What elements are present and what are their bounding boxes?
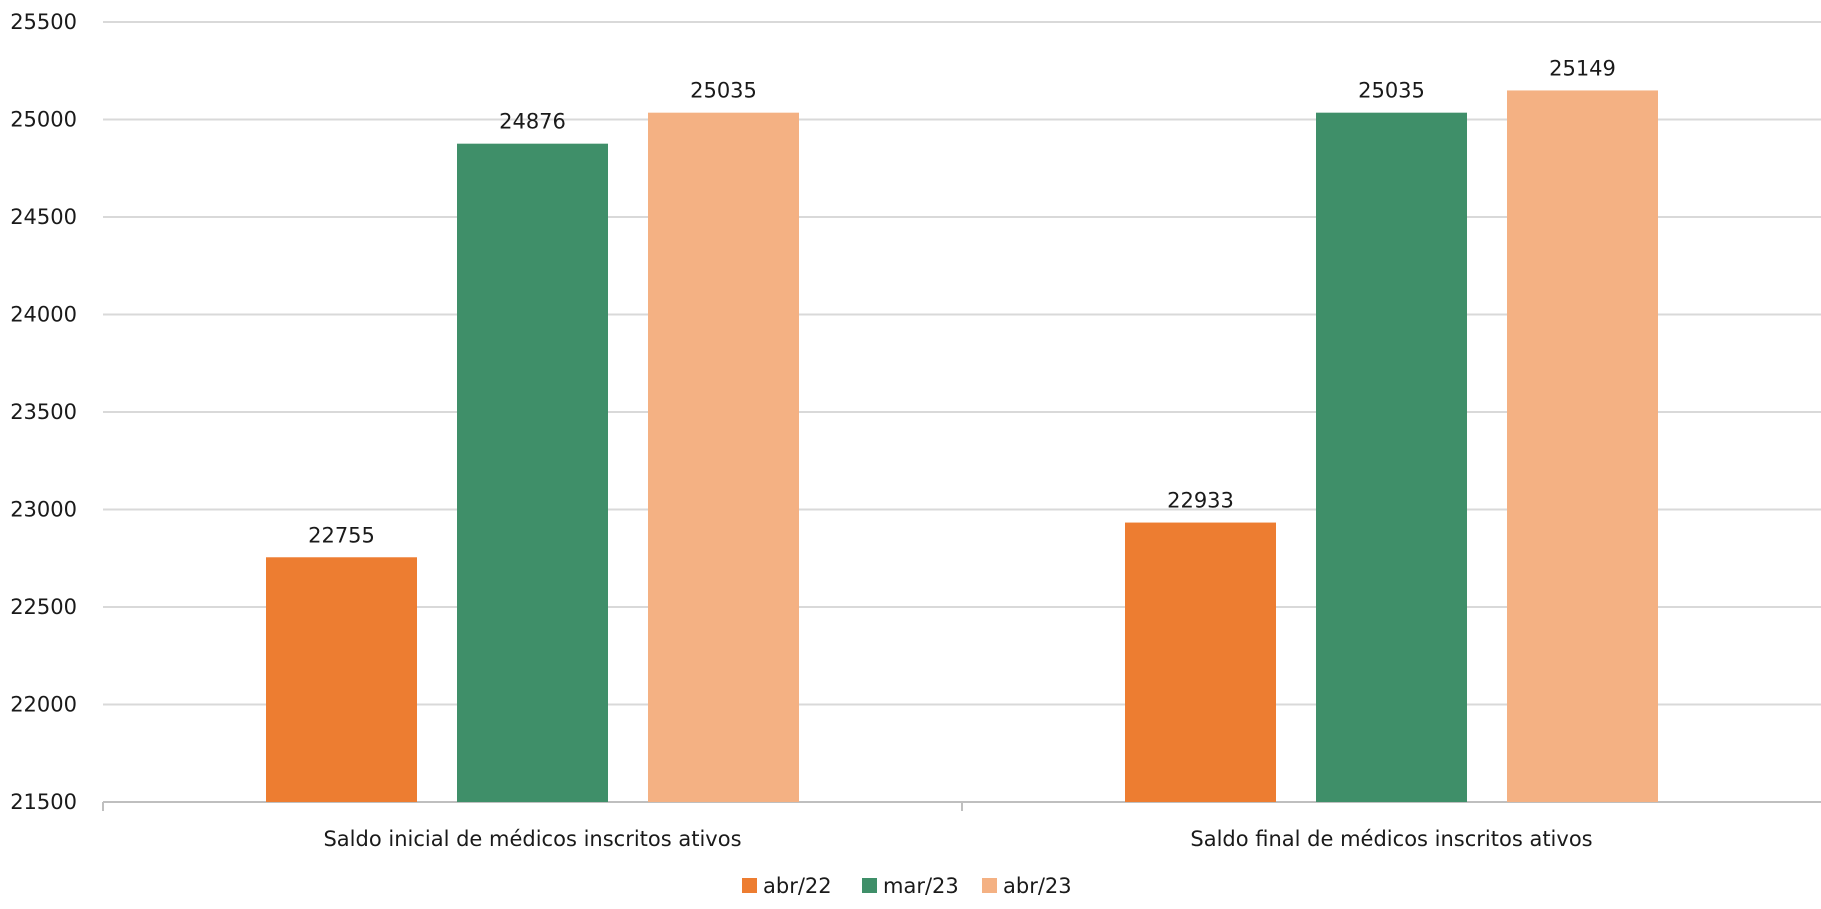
legend-label: abr/22 xyxy=(763,874,832,898)
y-tick-label: 23500 xyxy=(10,400,77,424)
legend-label: mar/23 xyxy=(883,874,959,898)
data-label: 22933 xyxy=(1167,489,1234,513)
legend: abr/22 mar/23 abr/23 xyxy=(742,874,1072,898)
bar-abr-22-cat-2 xyxy=(1125,522,1276,802)
legend-swatch xyxy=(742,878,757,893)
y-tick-label: 25500 xyxy=(10,10,77,34)
data-label: 25035 xyxy=(1358,79,1425,103)
y-tick-label: 22500 xyxy=(10,595,77,619)
legend-label: abr/23 xyxy=(1003,874,1072,898)
data-label: 24876 xyxy=(499,110,566,134)
y-tick-label: 21500 xyxy=(10,790,77,814)
data-label: 22755 xyxy=(308,523,375,547)
axes: 21500 22000 22500 23000 23500 24000 24500 25000… xyxy=(10,10,1821,851)
legend-swatch xyxy=(982,878,997,893)
y-tick-label: 24000 xyxy=(10,303,77,327)
x-category-label: Saldo inicial de médicos inscritos ativo… xyxy=(323,827,741,851)
bar-abr-23-cat-1 xyxy=(648,112,799,803)
data-label: 25149 xyxy=(1549,56,1616,80)
y-tick-label: 25000 xyxy=(10,108,77,132)
bar-abr-22-cat-1 xyxy=(266,557,417,802)
bar-mar-23-cat-2 xyxy=(1316,112,1467,803)
y-tick-label: 23000 xyxy=(10,498,77,522)
x-category-label: Saldo final de médicos inscritos ativos xyxy=(1190,827,1592,851)
data-label: 25035 xyxy=(690,79,757,103)
legend-swatch xyxy=(862,878,877,893)
bar-mar-23-cat-1 xyxy=(457,143,608,802)
y-tick-label: 24500 xyxy=(10,205,77,229)
bar-abr-23-cat-2 xyxy=(1507,90,1658,802)
y-tick-label: 22000 xyxy=(10,693,77,717)
data-labels: 22755 24876 25035 22933 25035 25149 xyxy=(308,56,1616,547)
bars xyxy=(266,90,1658,803)
